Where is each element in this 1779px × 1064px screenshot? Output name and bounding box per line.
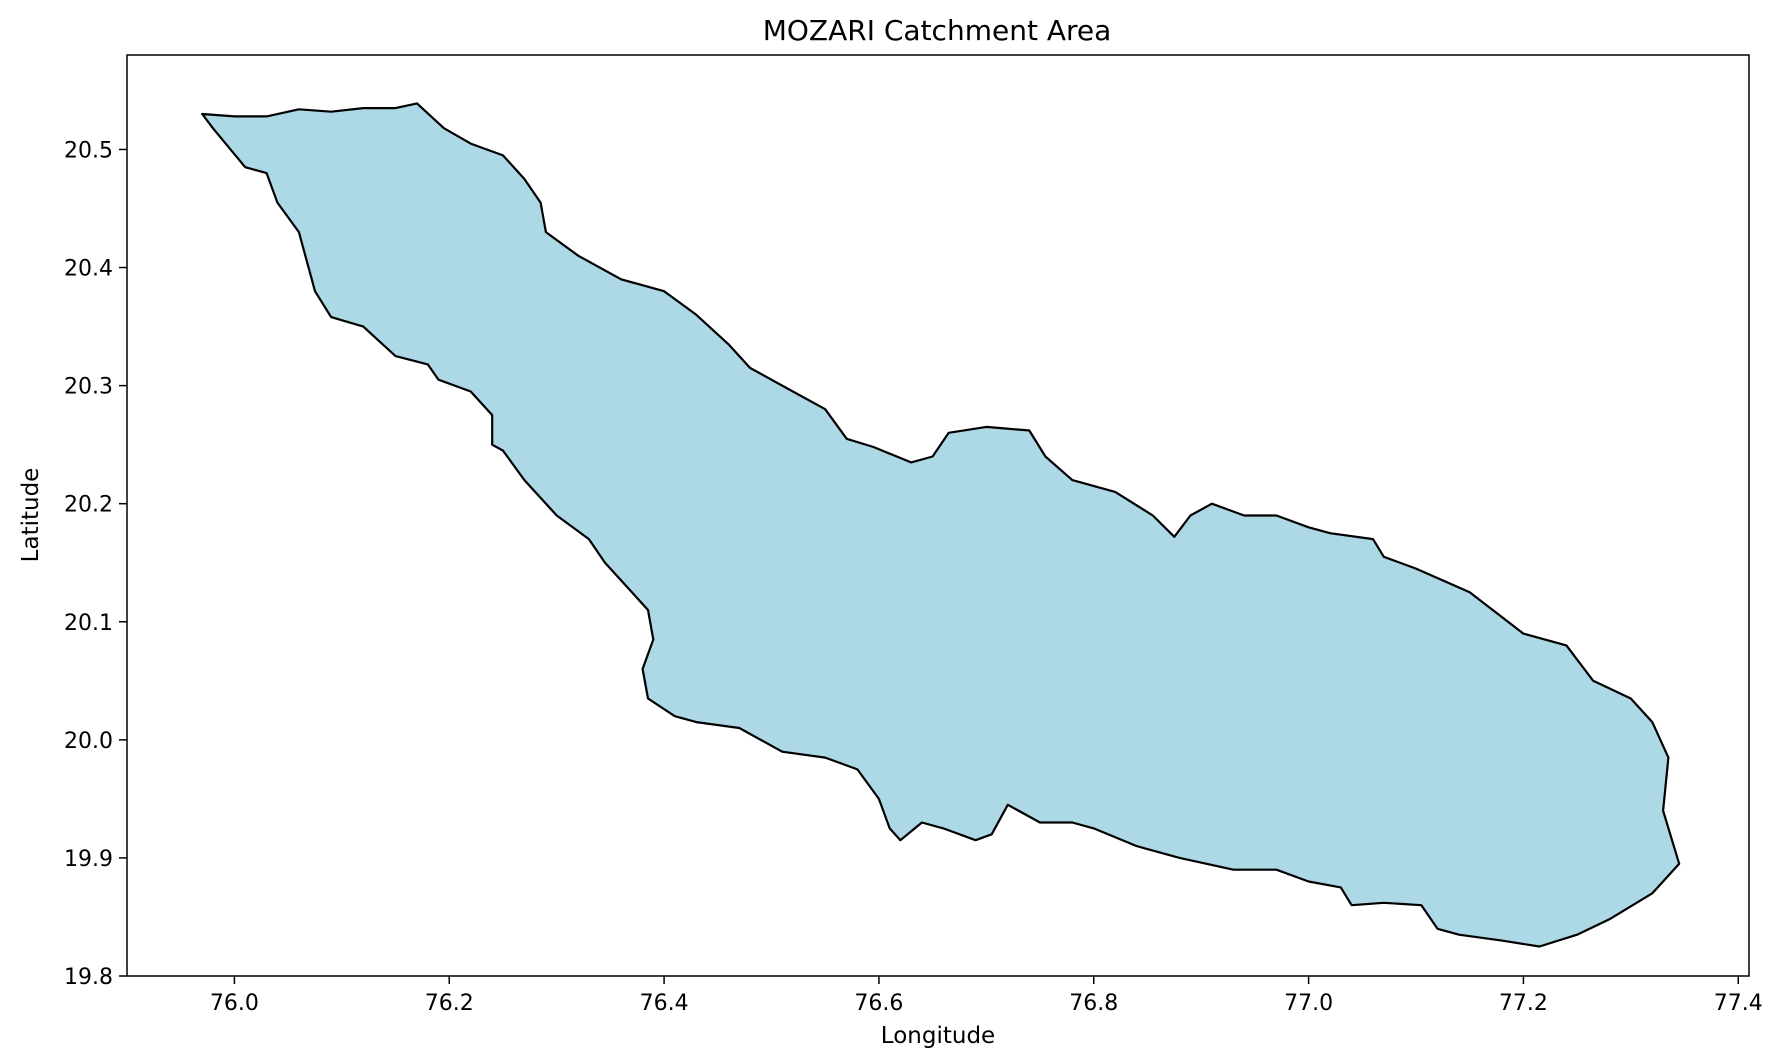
x-tick-label: 76.0 — [210, 991, 259, 1016]
y-tick-label: 20.3 — [64, 375, 113, 400]
chart-title: MOZARI Catchment Area — [763, 14, 1112, 47]
x-tick-label: 76.2 — [425, 991, 474, 1016]
y-tick-label: 19.9 — [64, 847, 113, 872]
y-tick-label: 20.2 — [64, 493, 113, 518]
x-tick-label: 77.2 — [1499, 991, 1548, 1016]
x-axis: 76.0 76.2 76.4 76.6 76.8 77.0 77.2 77.4 — [210, 976, 1763, 1016]
y-axis-label: Latitude — [18, 468, 44, 563]
y-tick-label: 20.5 — [64, 138, 113, 163]
x-tick-label: 76.6 — [854, 991, 903, 1016]
y-tick-label: 19.8 — [64, 965, 113, 990]
y-tick-label: 20.1 — [64, 611, 113, 636]
catchment-polygon — [201, 102, 1681, 948]
plot-area — [126, 54, 1750, 977]
axes-frame — [126, 54, 1750, 977]
y-tick-label: 20.4 — [64, 257, 113, 282]
x-axis-label: Longitude — [881, 1023, 995, 1049]
x-tick-label: 77.4 — [1714, 991, 1763, 1016]
x-tick-label: 76.4 — [640, 991, 689, 1016]
x-tick-label: 76.8 — [1069, 991, 1118, 1016]
y-axis: 19.8 19.9 20.0 20.1 20.2 20.3 20.4 20.5 — [64, 138, 127, 990]
y-tick-label: 20.0 — [64, 729, 113, 754]
x-tick-label: 77.0 — [1284, 991, 1333, 1016]
